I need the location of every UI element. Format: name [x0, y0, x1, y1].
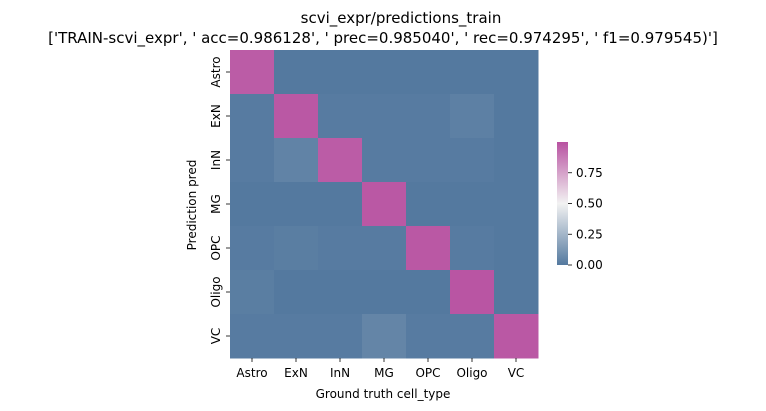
y-tick-label: OPC	[209, 235, 223, 260]
heatmap-cell	[230, 270, 275, 315]
heatmap-cell	[230, 314, 275, 359]
heatmap-cell	[494, 50, 539, 95]
heatmap-cell	[406, 138, 451, 183]
heatmap-cell	[406, 270, 451, 315]
heatmap-cell	[406, 182, 451, 227]
heatmap-cell	[274, 314, 319, 359]
heatmap-cell	[494, 94, 539, 139]
heatmap-cell	[406, 226, 451, 271]
heatmap-cell	[362, 94, 407, 139]
heatmap-cell	[274, 50, 319, 95]
heatmap-cell	[494, 314, 539, 359]
y-tick-label: InN	[209, 150, 223, 170]
heatmap-cell	[318, 314, 363, 359]
heatmap-cell	[406, 94, 451, 139]
colorbar-tick-label: 0.75	[576, 166, 603, 180]
heatmap-cell	[274, 138, 319, 183]
heatmap-cell	[450, 270, 495, 315]
heatmap-cell	[274, 182, 319, 227]
heatmap-cell	[362, 270, 407, 315]
heatmap-cell	[318, 270, 363, 315]
colorbar-tick-label: 0.50	[576, 197, 603, 211]
x-tick-label: InN	[330, 366, 350, 380]
heatmap-cell	[362, 138, 407, 183]
x-tick-label: Astro	[236, 366, 267, 380]
heatmap-cells	[230, 50, 539, 359]
heatmap-cell	[362, 226, 407, 271]
colorbar-tick-label: 0.25	[576, 227, 603, 241]
heatmap-cell	[494, 226, 539, 271]
heatmap-cell	[274, 94, 319, 139]
chart-subtitle: ['TRAIN-scvi_expr', ' acc=0.986128', ' p…	[48, 29, 718, 48]
colorbar-ticks: 0.00 0.25 0.50 0.75	[568, 166, 603, 272]
heatmap-cell	[362, 50, 407, 95]
heatmap-cell	[494, 138, 539, 183]
y-axis-ticks: Astro ExN InN MG OPC Oligo VC	[209, 56, 230, 344]
heatmap-cell	[318, 138, 363, 183]
x-tick-label: MG	[374, 366, 394, 380]
heatmap-cell	[406, 314, 451, 359]
y-tick-label: MG	[209, 194, 223, 214]
x-tick-label: VC	[508, 366, 525, 380]
heatmap-cell	[450, 182, 495, 227]
x-tick-label: OPC	[415, 366, 440, 380]
y-tick-label: ExN	[209, 104, 223, 128]
heatmap-cell	[450, 94, 495, 139]
heatmap-cell	[450, 226, 495, 271]
heatmap-cell	[230, 50, 275, 95]
heatmap-cell	[362, 314, 407, 359]
y-axis-label: Prediction pred	[185, 160, 199, 251]
heatmap-cell	[318, 94, 363, 139]
heatmap-cell	[494, 182, 539, 227]
chart-title: scvi_expr/predictions_train	[301, 9, 502, 28]
heatmap-cell	[318, 182, 363, 227]
heatmap-cell	[406, 50, 451, 95]
y-tick-label: Astro	[209, 56, 223, 87]
heatmap-cell	[230, 94, 275, 139]
heatmap-cell	[450, 138, 495, 183]
heatmap-cell	[230, 138, 275, 183]
colorbar-tick-label: 0.00	[576, 258, 603, 272]
heatmap-cell	[274, 270, 319, 315]
x-tick-label: ExN	[284, 366, 308, 380]
heatmap-cell	[230, 182, 275, 227]
heatmap-cell	[450, 314, 495, 359]
y-tick-label: VC	[209, 328, 223, 345]
x-tick-label: Oligo	[456, 366, 487, 380]
heatmap-cell	[450, 50, 495, 95]
heatmap-cell	[362, 182, 407, 227]
heatmap-cell	[318, 226, 363, 271]
heatmap-cell	[230, 226, 275, 271]
x-axis-label: Ground truth cell_type	[316, 387, 451, 401]
x-axis-ticks: Astro ExN InN MG OPC Oligo VC	[236, 358, 524, 380]
y-tick-label: Oligo	[209, 276, 223, 307]
heatmap-cell	[318, 50, 363, 95]
heatmap-cell	[274, 226, 319, 271]
heatmap-cell	[494, 270, 539, 315]
colorbar	[557, 142, 568, 265]
